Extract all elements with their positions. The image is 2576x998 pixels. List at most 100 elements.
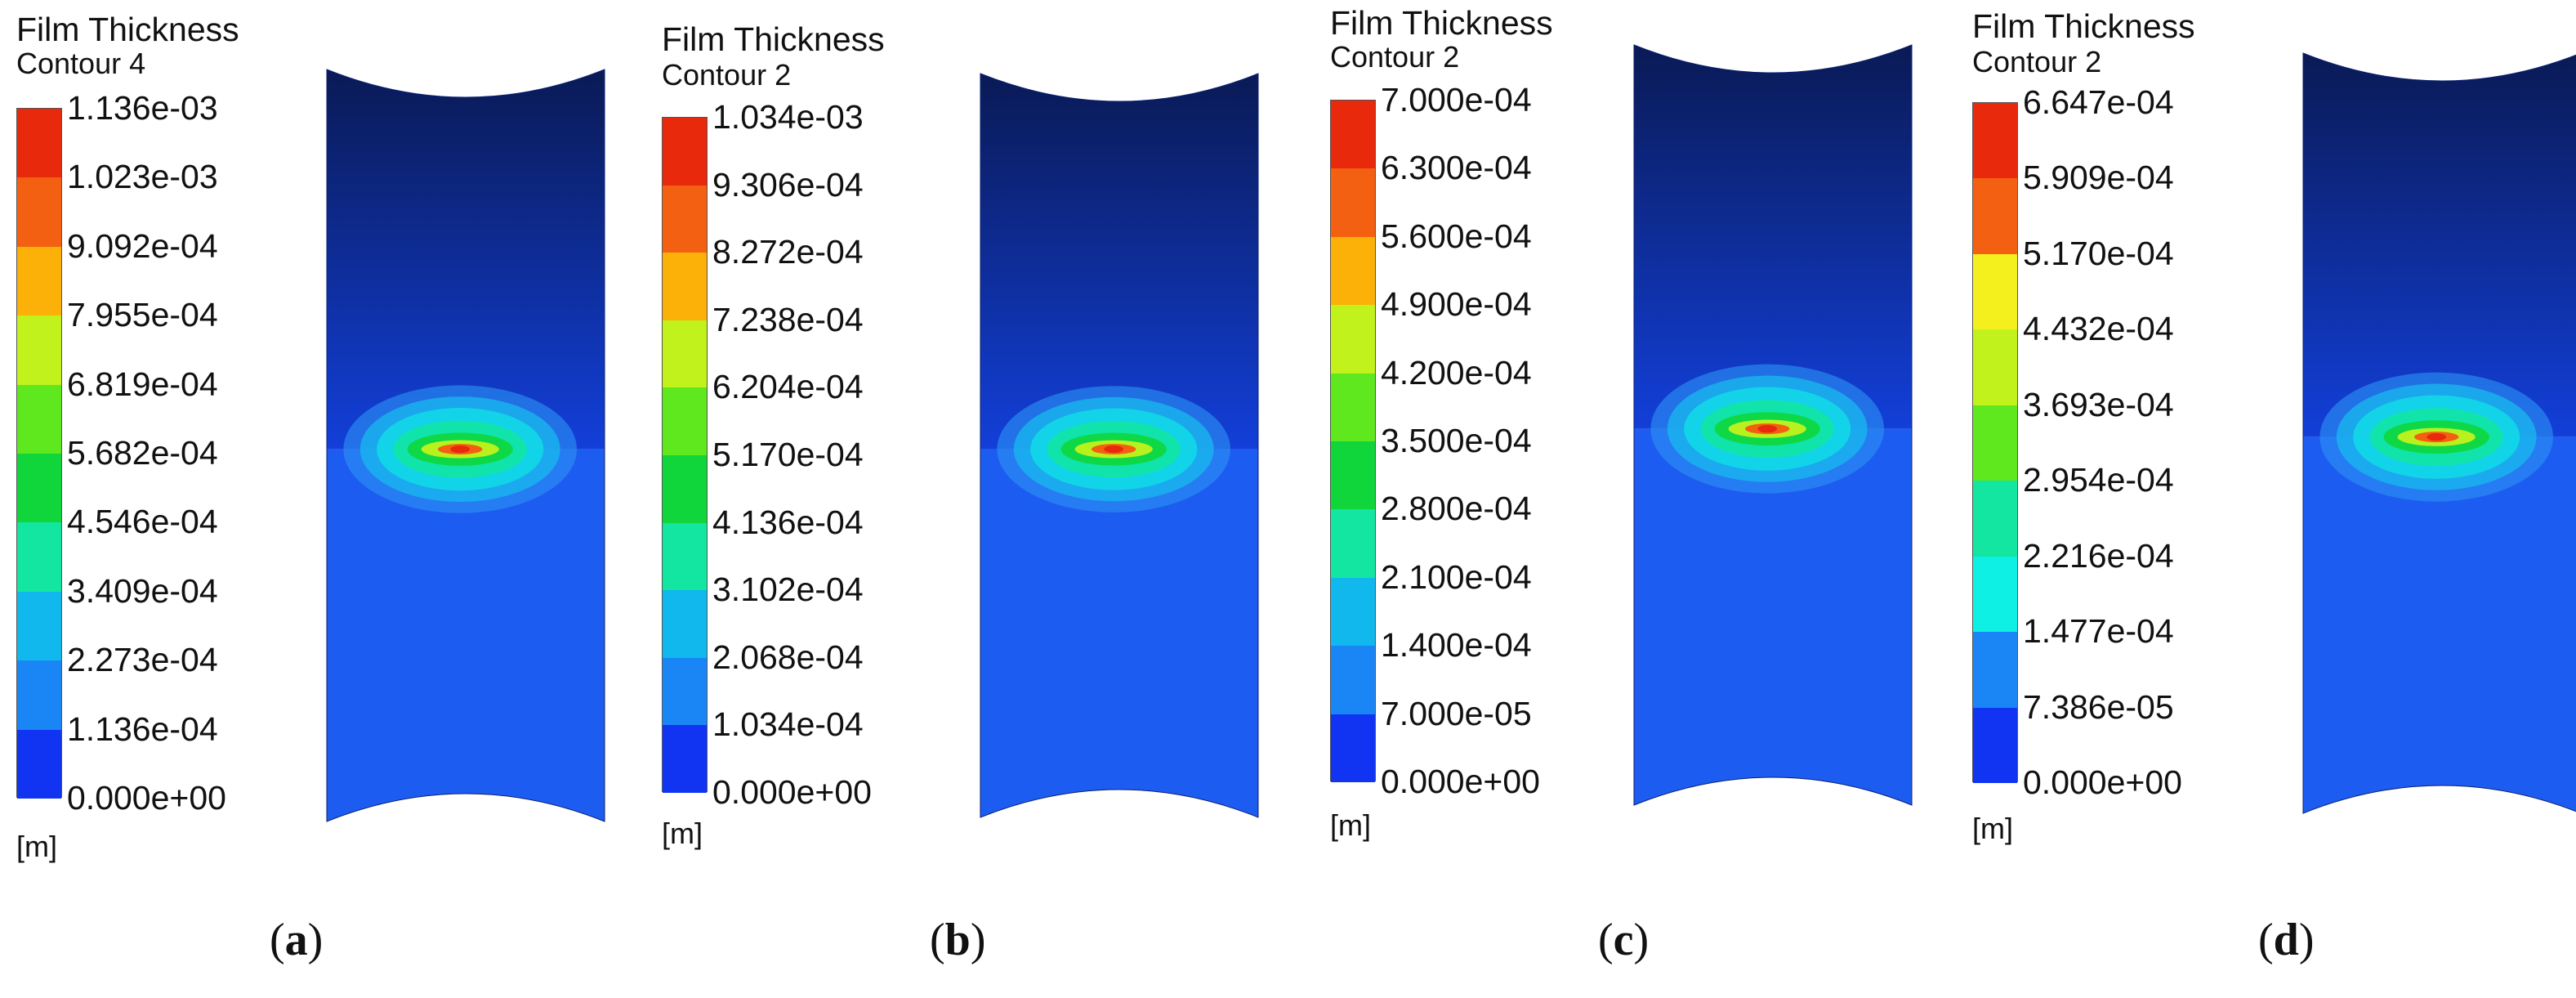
colorbar-band — [1973, 481, 2017, 557]
legend-subtitle: Contour 2 — [662, 58, 792, 92]
colorbar-tick-label: 5.170e-04 — [2023, 234, 2174, 272]
colorbar-tick-label: 3.693e-04 — [2023, 385, 2174, 423]
colorbar-band — [663, 522, 707, 591]
cylinder-outline — [1633, 44, 1913, 806]
panel-label: d — [2273, 915, 2299, 965]
unit-label: [m] — [16, 830, 57, 863]
colorbar-tick-label: 5.909e-04 — [2023, 159, 2174, 197]
panel-caption: (a) — [270, 915, 324, 965]
colorbar-band — [663, 590, 707, 659]
colorbar-tick-label: 3.102e-04 — [712, 571, 864, 609]
colorbar-tick-label: 7.386e-05 — [2023, 687, 2174, 726]
colorbar-tick-label: 5.170e-04 — [712, 436, 864, 473]
colorbar-tick-label: 2.068e-04 — [712, 638, 864, 676]
colorbar-band — [1331, 714, 1375, 783]
colorbar-tick-label: 6.647e-04 — [2023, 83, 2174, 121]
cylinder-outline — [2302, 52, 2576, 814]
film-contour-band — [2426, 433, 2447, 441]
colorbar-tick-label: 7.000e-04 — [1381, 81, 1532, 119]
colorbar — [1972, 102, 2018, 784]
unit-label: [m] — [662, 817, 703, 850]
colorbar-band — [663, 118, 707, 186]
colorbar-band — [17, 177, 61, 248]
colorbar-tick-label: 4.432e-04 — [2023, 310, 2174, 348]
film-thickness-contour-plot — [1633, 44, 1913, 806]
legend-title: Film Thickness — [1330, 4, 1553, 42]
colorbar-band — [663, 185, 707, 253]
colorbar-band — [17, 729, 61, 799]
colorbar-band — [1973, 178, 2017, 255]
colorbar-tick-label: 2.100e-04 — [1381, 557, 1532, 596]
colorbar-band — [663, 455, 707, 524]
colorbar-band — [17, 591, 61, 661]
panel-c: Film Thickness Contour 2 7.000e-04 6.300e… — [1288, 0, 1931, 998]
colorbar-tick-label: 1.477e-04 — [2023, 612, 2174, 651]
colorbar-tick-label: 9.092e-04 — [67, 226, 218, 265]
colorbar-band — [663, 253, 707, 321]
panel-b: Film Thickness Contour 2 1.034e-03 9.306e… — [644, 0, 1288, 998]
colorbar-band — [17, 246, 61, 316]
cylinder-outline — [326, 69, 605, 822]
colorbar-tick-label: 0.000e+00 — [1381, 763, 1540, 800]
colorbar-tick-label: 7.238e-04 — [712, 300, 864, 338]
colorbar-band — [1331, 373, 1375, 442]
panel-caption: (d) — [2258, 915, 2315, 965]
panel-label: a — [284, 915, 308, 965]
colorbar-tick-label: 5.682e-04 — [67, 434, 218, 472]
colorbar-tick-label: 3.500e-04 — [1381, 422, 1532, 459]
panel-label: c — [1613, 915, 1634, 965]
film-thickness-contour-plot — [980, 73, 1259, 818]
colorbar-tick-label: 0.000e+00 — [2023, 763, 2182, 801]
colorbar-tick-label: 5.600e-04 — [1381, 217, 1532, 255]
panel-label: b — [944, 915, 971, 965]
legend-subtitle: Contour 2 — [1972, 45, 2102, 78]
colorbar-band — [17, 660, 61, 731]
legend-subtitle: Contour 4 — [16, 47, 146, 80]
colorbar-band — [1331, 101, 1375, 169]
colorbar-band — [1331, 441, 1375, 510]
legend-subtitle: Contour 2 — [1330, 40, 1460, 74]
colorbar-band — [1973, 632, 2017, 709]
colorbar-band — [1331, 168, 1375, 238]
colorbar-band — [17, 384, 61, 454]
film-contour-band — [1757, 425, 1778, 433]
colorbar — [1330, 100, 1376, 783]
colorbar-tick-label: 4.900e-04 — [1381, 285, 1532, 324]
colorbar-tick-label: 1.034e-04 — [712, 705, 864, 744]
colorbar-tick-label: 2.273e-04 — [67, 641, 218, 679]
colorbar-band — [663, 657, 707, 726]
colorbar-band — [1331, 305, 1375, 374]
panel-caption: (c) — [1598, 915, 1650, 965]
film-thickness-contour-plot — [326, 69, 605, 822]
colorbar-tick-label: 2.800e-04 — [1381, 490, 1532, 528]
film-contour-band — [1104, 445, 1124, 454]
colorbar-tick-label: 4.546e-04 — [67, 503, 218, 541]
legend-title: Film Thickness — [662, 20, 885, 58]
colorbar-band — [1973, 405, 2017, 481]
colorbar-tick-label: 1.034e-03 — [712, 98, 864, 136]
colorbar — [662, 117, 708, 794]
colorbar-tick-label: 3.409e-04 — [67, 571, 218, 610]
colorbar-tick-label: 4.200e-04 — [1381, 353, 1532, 392]
colorbar-band — [1973, 103, 2017, 179]
colorbar-tick-label: 1.136e-03 — [67, 89, 218, 127]
colorbar-tick-label: 2.216e-04 — [2023, 536, 2174, 575]
colorbar-tick-label: 1.023e-03 — [67, 158, 218, 196]
colorbar-band — [1973, 556, 2017, 633]
colorbar-tick-label: 2.954e-04 — [2023, 461, 2174, 499]
colorbar-tick-label: 9.306e-04 — [712, 165, 864, 204]
film-thickness-contour-plot — [2302, 52, 2576, 814]
colorbar-band — [17, 454, 61, 523]
cylinder-outline — [980, 73, 1259, 818]
colorbar-band — [663, 725, 707, 794]
colorbar-band — [1973, 253, 2017, 330]
panel-d: Film Thickness Contour 2 6.647e-04 5.909e… — [1931, 0, 2576, 998]
colorbar-tick-label: 1.400e-04 — [1381, 626, 1532, 665]
colorbar-band — [17, 109, 61, 178]
unit-label: [m] — [1330, 808, 1371, 842]
legend-title: Film Thickness — [1972, 7, 2195, 45]
colorbar-band — [1331, 236, 1375, 306]
panel-a: Film Thickness Contour 4 1.136e-03 1.023e… — [0, 0, 644, 998]
colorbar-tick-label: 1.136e-04 — [67, 709, 218, 748]
colorbar-tick-label: 8.272e-04 — [712, 233, 864, 271]
